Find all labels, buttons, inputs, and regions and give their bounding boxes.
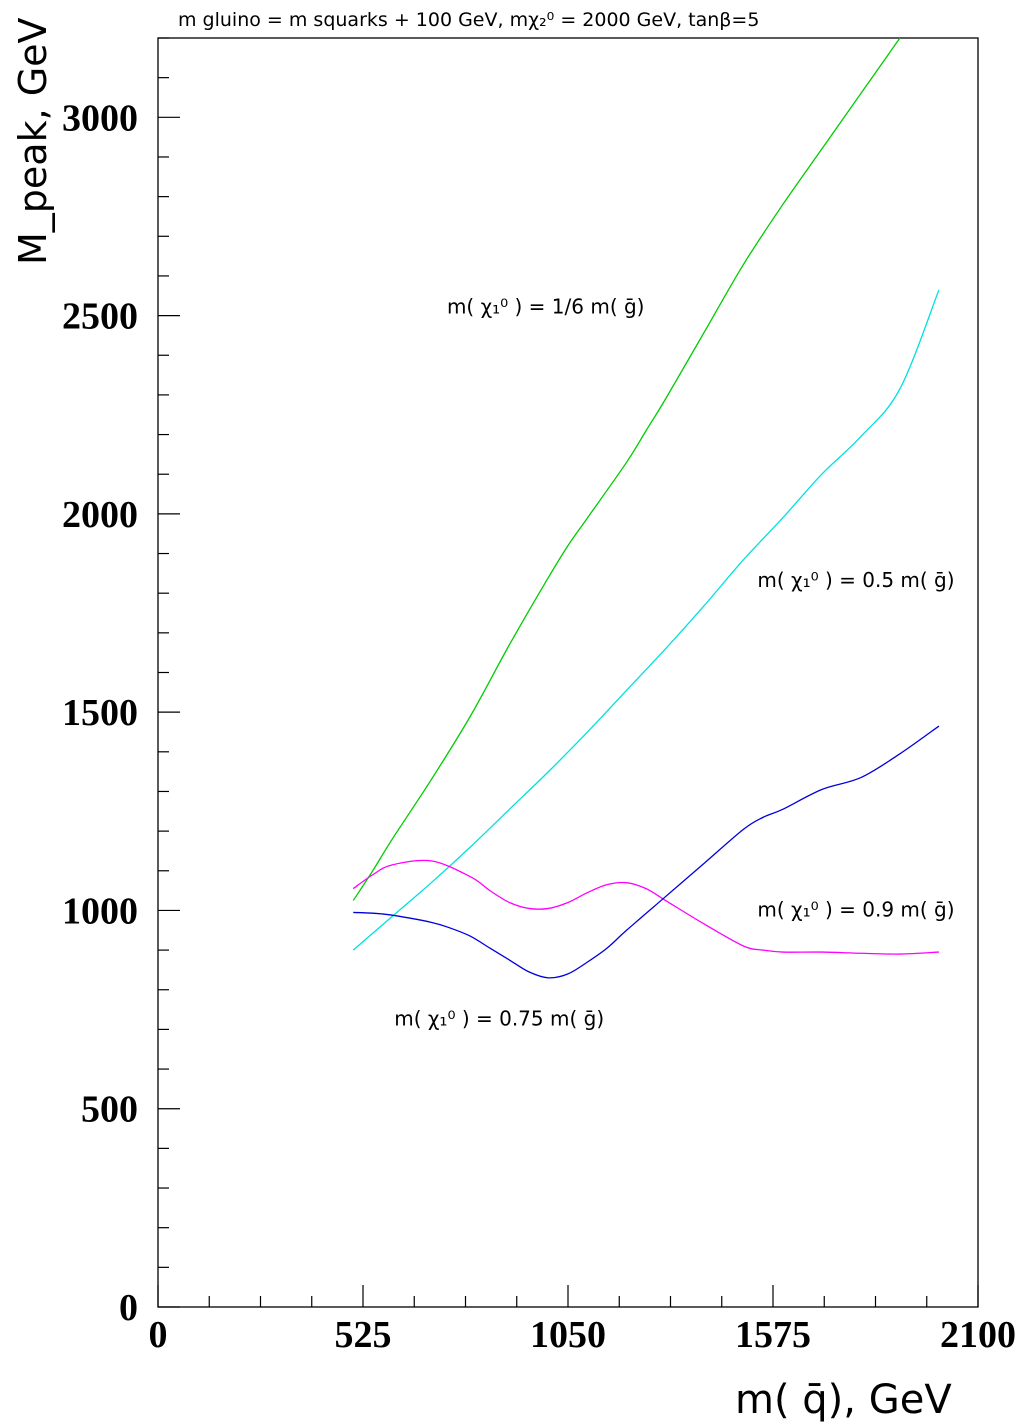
series-line-1 — [352, 37, 901, 901]
curve-annotation-4: m( χ₁⁰ ) = 0.75 m( ḡ) — [394, 1006, 604, 1030]
y-tick-label: 1000 — [62, 890, 138, 932]
curve-annotation-1: m( χ₁⁰ ) = 1/6 m( ḡ) — [447, 295, 645, 319]
x-axis-title: m( q̄), GeV — [735, 1377, 952, 1423]
y-tick-label: 3000 — [62, 97, 138, 139]
y-tick-label: 2000 — [62, 494, 138, 536]
y-axis-title: M_peak, GeV — [11, 17, 55, 265]
x-tick-label: 1050 — [530, 1314, 606, 1356]
x-tick-label: 2100 — [940, 1314, 1016, 1356]
series-line-2 — [352, 289, 940, 951]
y-tick-label: 2500 — [62, 296, 138, 338]
chart-title: m gluino = m squarks + 100 GeV, mχ₂⁰ = 2… — [178, 9, 759, 31]
series-line-3 — [352, 859, 939, 955]
series-line-4 — [353, 725, 940, 979]
curve-annotation-3: m( χ₁⁰ ) = 0.9 m( ḡ) — [757, 897, 954, 921]
x-tick-label: 525 — [335, 1314, 392, 1356]
y-tick-label: 0 — [119, 1287, 138, 1329]
y-tick-label: 500 — [81, 1089, 138, 1131]
x-tick-label: 0 — [149, 1314, 168, 1356]
x-tick-label: 1575 — [735, 1314, 811, 1356]
plot-frame — [157, 37, 979, 1308]
plot-area: 0 525 1050 1575 2100 0 500 1000 1500 2000 2500 3000… — [62, 37, 1016, 1356]
y-tick-label: 1500 — [62, 692, 138, 734]
curve-annotation-2: m( χ₁⁰ ) = 0.5 m( ḡ) — [757, 568, 954, 592]
